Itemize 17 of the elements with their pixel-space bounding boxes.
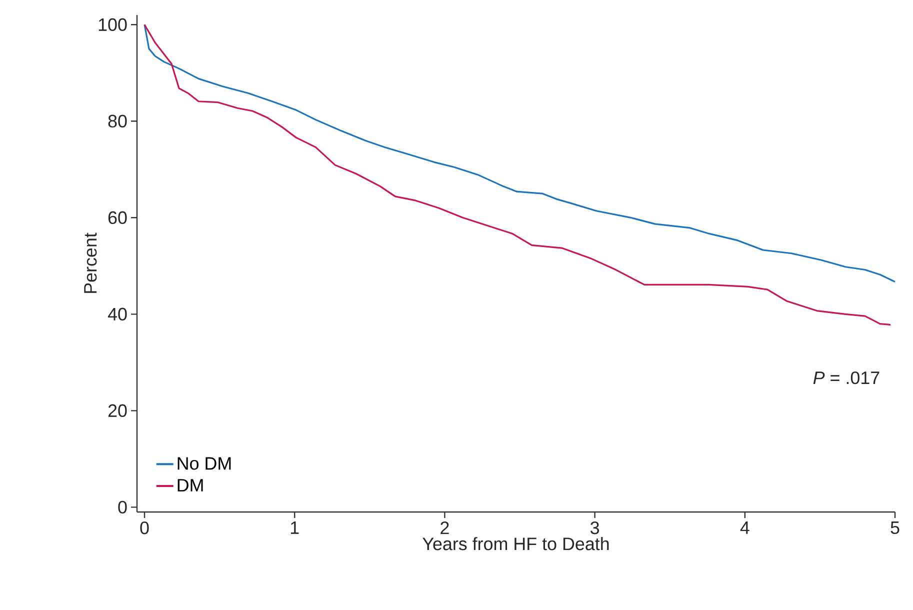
- y-tick-label: 20: [108, 404, 127, 418]
- y-tick-label: 100: [98, 18, 127, 31]
- x-tick-label: 3: [590, 522, 600, 534]
- x-axis-title: Years from HF to Death: [422, 537, 609, 550]
- x-tick-label: 0: [140, 522, 149, 534]
- x-tick-label: 5: [890, 522, 900, 534]
- annotation: P = .017: [813, 371, 880, 384]
- y-tick-label: 60: [108, 211, 127, 224]
- y-axis-title: Percent: [84, 232, 97, 293]
- legend-label: No DM: [178, 457, 231, 470]
- y-tick-label: 80: [108, 114, 127, 128]
- y-tick-label: 40: [108, 308, 127, 321]
- x-tick-label: 1: [290, 522, 299, 534]
- legend-label: DM: [178, 479, 203, 492]
- y-tick-label: 0: [118, 500, 127, 514]
- x-tick-label: 2: [440, 522, 449, 534]
- x-tick-label: 4: [740, 522, 750, 534]
